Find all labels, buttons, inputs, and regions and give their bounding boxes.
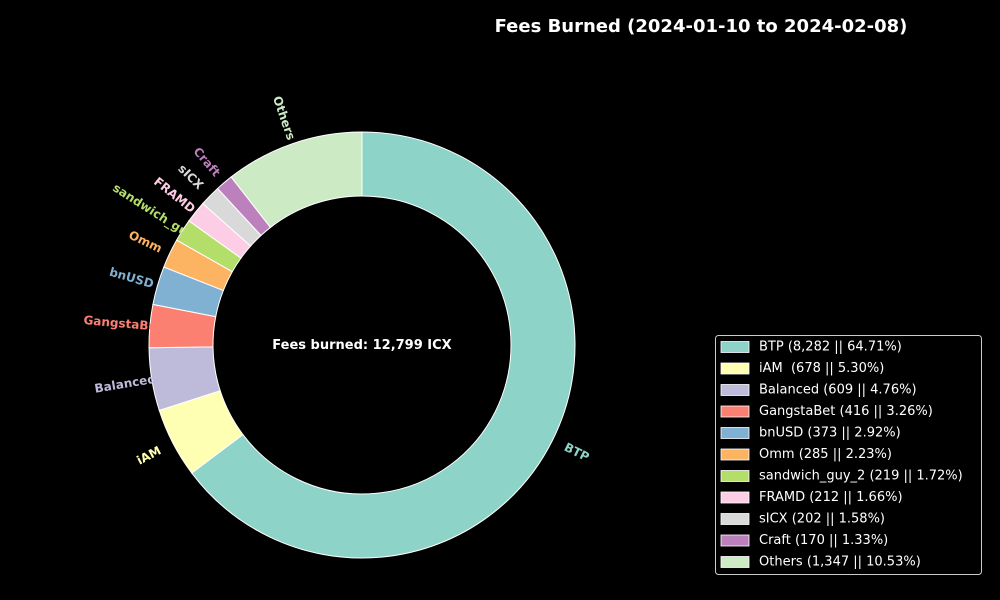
legend-entry-gangstabet: GangstaBet (416 || 3.26%) (759, 404, 933, 419)
legend: BTP (8,282 || 64.71%) iAM (678 || 5.30%) B… (715, 335, 982, 575)
legend-swatch-craft (720, 534, 750, 547)
legend-entry-sandwich-guy-2: sandwich_guy_2 (219 || 1.72%) (759, 469, 963, 484)
legend-entry-others: Others (1,347 || 10.53%) (759, 555, 921, 570)
legend-swatch-sicx (720, 513, 750, 525)
legend-entry-balanced: Balanced (609 || 4.76%) (759, 383, 917, 398)
slice-label-balanced: Balanced (94, 372, 157, 396)
legend-swatch-omm (720, 448, 750, 461)
legend-frame (715, 335, 982, 575)
legend-entry-bnusd: bnUSD (373 || 2.92%) (759, 426, 901, 441)
legend-swatch-gangstabet (720, 405, 750, 418)
donut-slices (148, 131, 576, 559)
legend-swatch-btp (720, 341, 750, 353)
slice-btp (191, 131, 576, 559)
slice-label-bnusd: bnUSD (108, 265, 156, 291)
slice-label-btp: BTP (562, 440, 592, 464)
legend-swatch-bnusd (720, 427, 750, 439)
legend-entry-omm: Omm (285 || 2.23%) (759, 447, 892, 462)
legend-swatch-others (720, 556, 750, 568)
legend-entry-iam: iAM (678 || 5.30%) (759, 361, 884, 376)
legend-swatch-sandwich-guy-2 (720, 470, 750, 482)
legend-swatch-iam (720, 362, 750, 375)
slice-label-omm: Omm (126, 228, 164, 256)
slice-label-others: Others (270, 94, 298, 142)
slice-others (230, 131, 363, 229)
legend-entry-btp: BTP (8,282 || 64.71%) (759, 340, 902, 355)
legend-swatch-balanced (720, 384, 750, 396)
slice-label-iam: iAM (134, 443, 163, 467)
legend-entry-craft: Craft (170 || 1.33%) (759, 533, 888, 548)
legend-entry-sicx: sICX (202 || 1.58%) (759, 512, 885, 527)
chart-title: Fees Burned (2024-01-10 to 2024-02-08) (495, 16, 908, 37)
legend-entry-framd: FRAMD (212 || 1.66%) (759, 490, 903, 505)
center-total-label: Fees burned: 12,799 ICX (272, 338, 451, 353)
legend-swatch-framd (720, 491, 750, 504)
